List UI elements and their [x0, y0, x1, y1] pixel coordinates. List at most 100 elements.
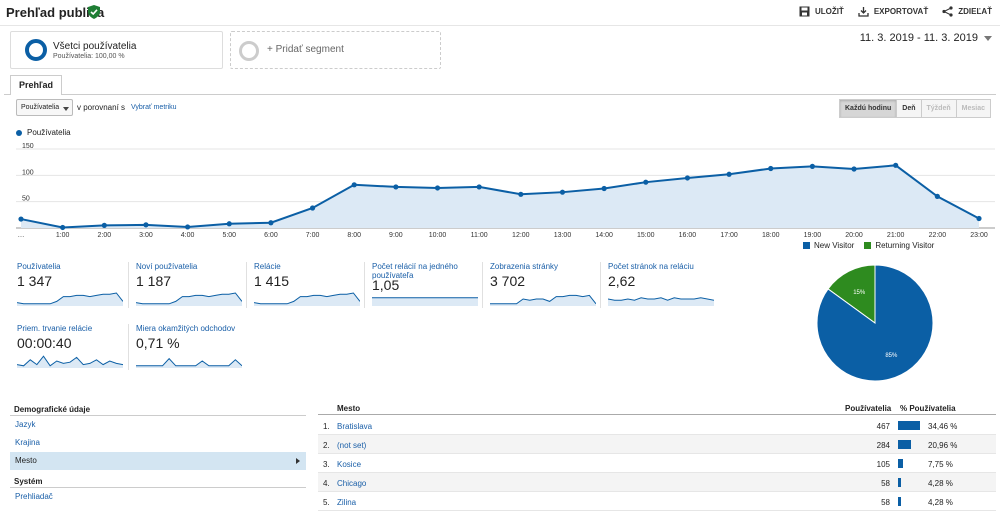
demographics-title: Demografické údaje	[14, 405, 91, 414]
scorecard[interactable]: Používatelia 1 347	[10, 262, 123, 308]
add-segment-label: + Pridať segment	[267, 44, 344, 55]
data-point[interactable]	[309, 205, 316, 211]
share-bar	[898, 478, 901, 487]
scorecard[interactable]: Počet relácií na jedného používateľa 1,05	[364, 262, 478, 308]
data-point[interactable]	[393, 184, 399, 190]
compare-label: v porovnaní s	[77, 103, 126, 112]
sparkline	[372, 297, 478, 306]
data-point[interactable]	[643, 179, 649, 185]
sparkline-area	[136, 358, 242, 368]
data-point[interactable]	[101, 222, 107, 228]
data-point[interactable]	[18, 216, 24, 222]
scorecard-label: Miera okamžitých odchodov	[136, 324, 236, 333]
data-point[interactable]	[726, 171, 732, 177]
data-point[interactable]	[684, 175, 691, 181]
segment-name: Všetci používatelia	[53, 41, 137, 52]
sparkline-area	[136, 293, 242, 306]
data-point[interactable]	[143, 222, 149, 228]
demographics-item-language[interactable]: Jazyk	[15, 420, 36, 429]
scorecard[interactable]: Zobrazenia stránky 3 702	[482, 262, 596, 308]
legend-new-visitor: New Visitor	[803, 241, 854, 250]
choose-metric-link[interactable]: Vybrať metriku	[131, 104, 177, 111]
data-point[interactable]	[226, 221, 232, 227]
granularity-week-button: Týždeň	[920, 99, 957, 118]
scorecard-value: 3 702	[490, 273, 526, 289]
export-button[interactable]: EXPORTOVAŤ	[858, 6, 928, 17]
data-point[interactable]	[268, 220, 274, 226]
demographics-item-city[interactable]: Mesto	[10, 452, 306, 470]
sparkline	[254, 292, 360, 306]
tab-overview[interactable]: Prehľad	[10, 75, 62, 95]
export-label: EXPORTOVAŤ	[873, 7, 929, 16]
row-users: 58	[881, 479, 890, 488]
city-link[interactable]: Zilina	[337, 498, 357, 507]
data-point[interactable]	[934, 193, 940, 199]
sparkline	[17, 292, 123, 306]
add-segment-button[interactable]: + Pridať segment	[230, 31, 441, 69]
column-city: Mesto	[337, 404, 361, 413]
data-point[interactable]	[559, 189, 566, 195]
sparkline-area	[490, 295, 596, 306]
data-point[interactable]	[893, 162, 899, 168]
scorecard[interactable]: Počet stránok na reláciu 2,62	[600, 262, 714, 308]
city-link[interactable]: Kosice	[337, 460, 362, 469]
city-link[interactable]: Chicago	[337, 479, 367, 488]
x-tick-label: 16:00	[679, 232, 697, 239]
granularity-day-button[interactable]: Deň	[896, 99, 922, 118]
chevron-down-icon	[63, 107, 69, 111]
column-users: Používatelia	[845, 404, 892, 413]
table-row: 3. Kosice 105 7,75 %	[318, 454, 996, 473]
data-point[interactable]	[351, 182, 357, 188]
pie-legend: New Visitor Returning Visitor	[803, 241, 934, 250]
metric-select[interactable]: Používatelia	[16, 99, 73, 116]
data-point[interactable]	[809, 163, 815, 169]
visitor-type-pie-chart: 15% 85%	[816, 264, 934, 382]
scorecard-label: Relácie	[254, 262, 281, 271]
x-tick-label: 20:00	[845, 232, 863, 239]
city-link[interactable]: Bratislava	[337, 422, 373, 431]
data-point[interactable]	[601, 185, 607, 192]
system-item-browser[interactable]: Prehliadač	[15, 492, 53, 501]
scorecard[interactable]: Miera okamžitých odchodov 0,71 %	[128, 324, 242, 370]
data-point[interactable]	[768, 165, 774, 172]
data-point[interactable]	[851, 166, 857, 172]
table-row: 2. (not set) 284 20,96 %	[318, 435, 996, 454]
sparkline-line	[608, 297, 714, 301]
segment-share: Používatelia: 100,00 %	[53, 53, 125, 60]
granularity-hourly-button[interactable]: Každú hodinu	[839, 99, 898, 118]
x-tick-label: …	[18, 232, 25, 239]
data-point[interactable]	[60, 224, 66, 231]
row-users-pct: 20,96 %	[928, 441, 958, 450]
sparkline-area	[17, 356, 123, 368]
x-tick-label: 5:00	[222, 232, 236, 239]
data-point[interactable]	[185, 224, 191, 230]
divider	[10, 487, 306, 488]
scorecard-label: Počet stránok na reláciu	[608, 262, 694, 271]
scorecard-label: Používatelia	[17, 262, 61, 271]
scorecard[interactable]: Priem. trvanie relácie 00:00:40	[10, 324, 123, 370]
data-point[interactable]	[518, 191, 524, 197]
row-users-pct: 4,28 %	[928, 498, 953, 507]
pie-slice[interactable]	[816, 264, 934, 382]
scorecard[interactable]: Relácie 1 415	[246, 262, 360, 308]
scorecard-value: 1 187	[136, 273, 172, 289]
sparkline-line	[490, 294, 596, 305]
data-point[interactable]	[976, 215, 982, 222]
city-link[interactable]: (not set)	[337, 441, 367, 450]
legend-returning-visitor-label: Returning Visitor	[875, 241, 935, 250]
save-button[interactable]: ULOŽIŤ	[799, 6, 844, 17]
pie-slice[interactable]	[827, 264, 876, 324]
share-button[interactable]: ZDIEĽAŤ	[942, 6, 992, 17]
data-point[interactable]	[476, 184, 482, 190]
date-range-label: 11. 3. 2019 - 11. 3. 2019	[859, 32, 978, 44]
series-line	[20, 164, 980, 229]
demographics-item-country[interactable]: Krajina	[15, 438, 40, 447]
row-users: 105	[876, 460, 890, 469]
date-range-picker[interactable]: 11. 3. 2019 - 11. 3. 2019	[860, 32, 992, 44]
chart-legend: Používatelia	[16, 128, 71, 137]
sparkline-area	[608, 297, 714, 306]
segment-all-users[interactable]: Všetci používatelia Používatelia: 100,00…	[10, 31, 223, 69]
sparkline	[490, 294, 596, 306]
data-point[interactable]	[434, 185, 441, 191]
scorecard[interactable]: Noví používatelia 1 187	[128, 262, 242, 308]
